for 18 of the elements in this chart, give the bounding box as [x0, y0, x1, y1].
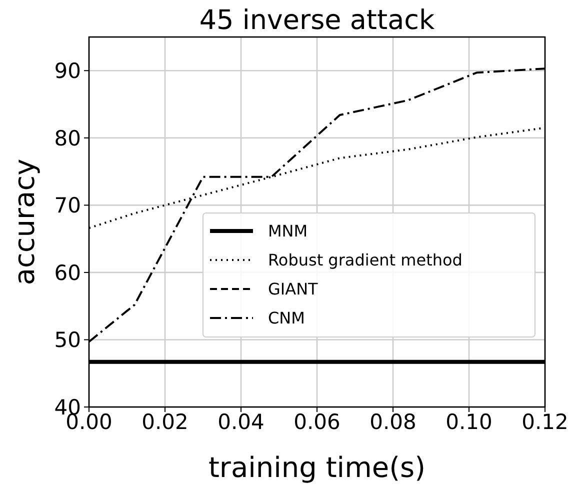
y-tick-label: 90: [54, 58, 81, 83]
x-tick-label: 0.08: [370, 410, 416, 434]
y-tick-label: 60: [54, 260, 81, 285]
x-tick-label: 0.06: [294, 410, 340, 434]
x-tick-label: 0.02: [142, 410, 188, 434]
legend-label: Robust gradient method: [268, 250, 462, 270]
y-tick-label: 50: [54, 328, 81, 352]
legend-label: MNM: [268, 222, 308, 241]
x-tick-label: 0.10: [446, 410, 492, 434]
x-tick-label: 0.04: [218, 410, 264, 434]
y-axis-title: accuracy: [8, 158, 41, 286]
legend-label: CNM: [268, 308, 305, 328]
x-axis-title: training time(s): [208, 451, 426, 484]
y-tick-label: 80: [54, 126, 81, 150]
chart-title: 45 inverse attack: [199, 5, 435, 36]
legend-label: GIANT: [268, 280, 318, 299]
x-tick-label: 0.12: [522, 410, 568, 434]
y-tick-label: 70: [54, 194, 81, 218]
